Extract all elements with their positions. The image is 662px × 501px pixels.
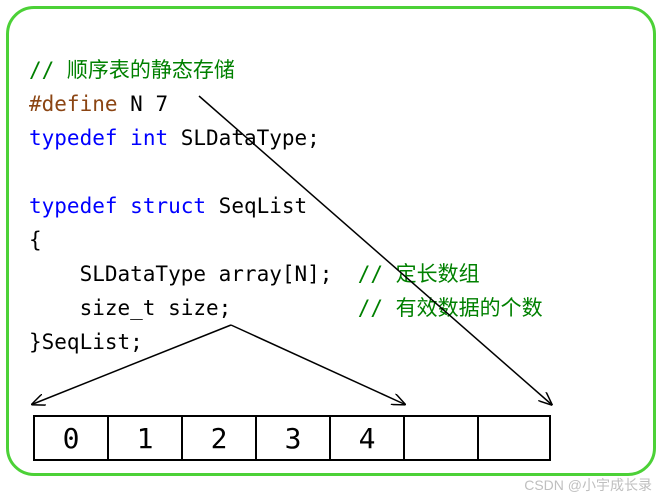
array-cell: 1 — [107, 415, 181, 461]
struct-name: SeqList — [206, 194, 307, 218]
code-block: // 顺序表的静态存储 #define N 7 typedef int SLDa… — [29, 19, 543, 359]
comment-size: // 有效数据的个数 — [358, 296, 543, 320]
keyword-int: int — [130, 126, 168, 150]
comment-array: // 定长数组 — [358, 262, 480, 286]
macro-keyword: #define — [29, 92, 118, 116]
array-cell: 4 — [329, 415, 403, 461]
brace-close: }SeqList; — [29, 330, 143, 354]
array-cell — [477, 415, 551, 461]
array-cell: 0 — [33, 415, 107, 461]
brace-open: { — [29, 228, 42, 252]
keyword-typedef2: typedef — [29, 194, 118, 218]
field-size: size_t size; — [29, 296, 358, 320]
field-array: SLDataType array[N]; — [29, 262, 358, 286]
typedef-name: SLDataType; — [168, 126, 320, 150]
watermark: CSDN @小宇成长录 — [524, 475, 652, 495]
array-cell — [403, 415, 477, 461]
diagram-frame: // 顺序表的静态存储 #define N 7 typedef int SLDa… — [6, 6, 656, 476]
array-cell: 2 — [181, 415, 255, 461]
array-cell: 3 — [255, 415, 329, 461]
array-cells: 01234 — [33, 415, 551, 461]
keyword-struct: struct — [130, 194, 206, 218]
keyword-typedef: typedef — [29, 126, 118, 150]
comment-line: // 顺序表的静态存储 — [29, 58, 235, 82]
macro-rest: N 7 — [118, 92, 169, 116]
